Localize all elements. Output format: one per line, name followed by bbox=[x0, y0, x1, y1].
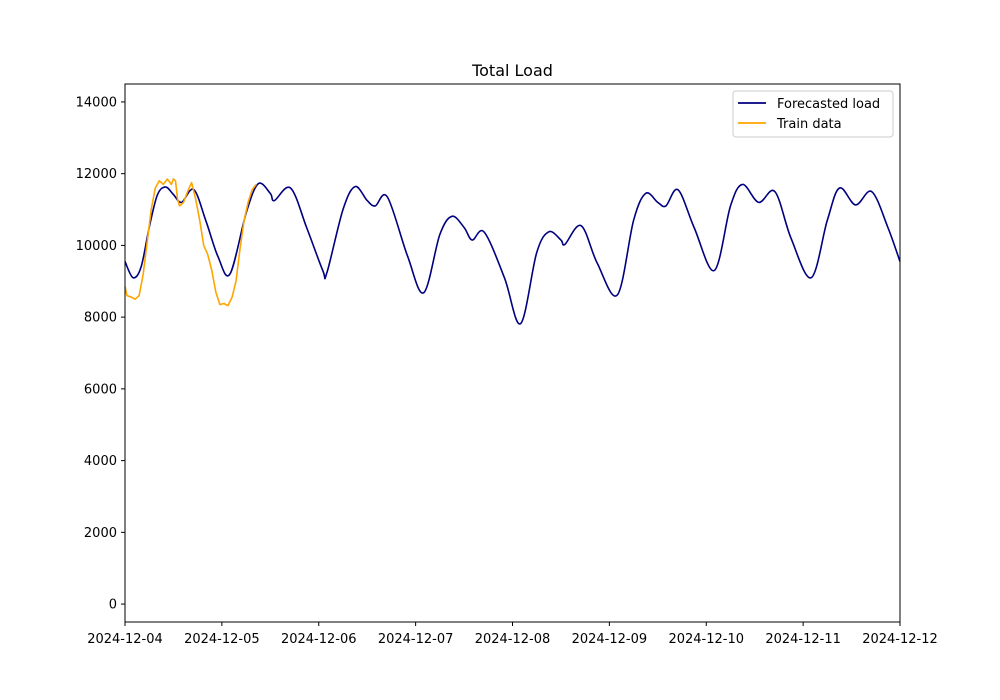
legend-box bbox=[732, 90, 894, 138]
x-axis: 2024-12-04 2024-12-05 2024-12-06 2024-12-07… bbox=[87, 622, 938, 647]
y-tick-label: 6000 bbox=[84, 382, 117, 397]
plot-frame bbox=[124, 83, 901, 623]
x-tick-label: 2024-12-07 bbox=[378, 632, 454, 647]
y-tick-label: 0 bbox=[109, 598, 117, 613]
x-tick-label: 2024-12-11 bbox=[765, 632, 841, 647]
y-tick-label: 8000 bbox=[84, 311, 117, 326]
x-tick-label: 2024-12-08 bbox=[475, 632, 551, 647]
x-tick-label: 2024-12-05 bbox=[184, 632, 260, 647]
y-tick-label: 14000 bbox=[76, 95, 117, 110]
y-tick-label: 4000 bbox=[84, 454, 117, 469]
series-line-train-data bbox=[124, 178, 257, 307]
legend: Forecasted load Train data bbox=[732, 90, 894, 138]
x-tick-label: 2024-12-12 bbox=[862, 632, 938, 647]
chart-title: Total Load bbox=[471, 61, 553, 80]
plot-area bbox=[124, 178, 901, 325]
x-tick-label: 2024-12-06 bbox=[281, 632, 357, 647]
y-tick-label: 12000 bbox=[76, 167, 117, 182]
legend-label: Forecasted load bbox=[777, 97, 880, 112]
x-tick-label: 2024-12-04 bbox=[87, 632, 163, 647]
legend-label: Train data bbox=[776, 117, 842, 132]
y-tick-label: 10000 bbox=[76, 239, 117, 254]
y-axis: 0 2000 4000 6000 8000 10000 12000 14000 bbox=[76, 95, 125, 613]
x-tick-label: 2024-12-10 bbox=[668, 632, 744, 647]
y-tick-label: 2000 bbox=[84, 526, 117, 541]
series-line-forecasted-load bbox=[124, 182, 901, 325]
x-tick-label: 2024-12-09 bbox=[572, 632, 648, 647]
